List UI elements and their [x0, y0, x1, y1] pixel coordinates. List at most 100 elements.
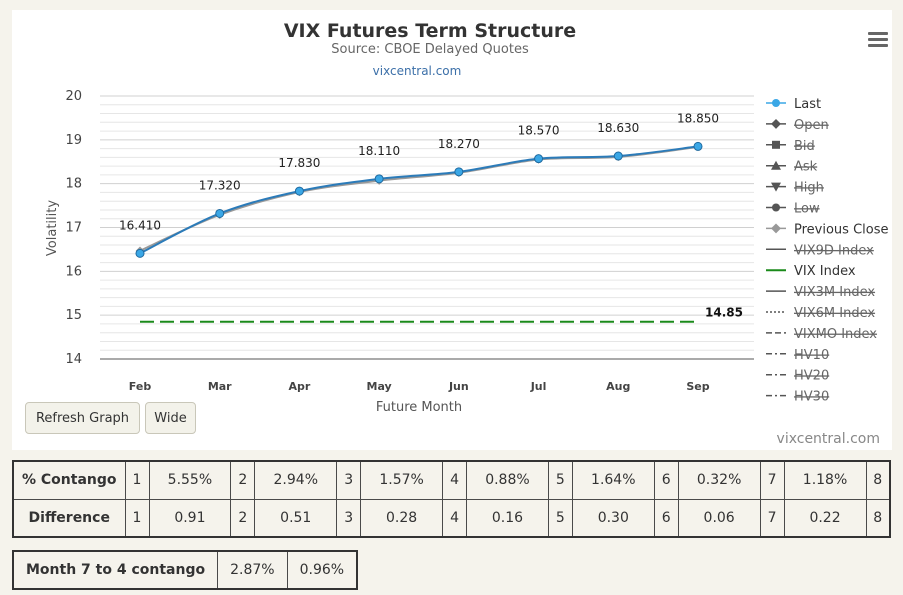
difference-value: 0.91: [148, 498, 232, 538]
contango-value: 5.55%: [148, 460, 232, 500]
month-index: 7: [759, 460, 785, 500]
legend-label: HV30: [794, 390, 829, 405]
legend-item-low[interactable]: Low: [766, 202, 820, 217]
legend-item-open[interactable]: Open: [766, 118, 829, 133]
month-7-to-4-label: Month 7 to 4 contango: [12, 550, 219, 590]
month-index: 8: [865, 498, 891, 538]
contango-value: 0.88%: [466, 460, 549, 500]
month-index: 7: [759, 498, 785, 538]
x-tick-label: Aug: [606, 380, 630, 393]
last-price-point: [693, 141, 703, 151]
last-price-point: [294, 186, 304, 196]
legend-item-vix9d-index[interactable]: VIX9D Index: [766, 243, 874, 258]
difference-row: Difference 1 0.91 2 0.51 3 0.28 4 0.16 5 0.30 6 0.06…: [12, 498, 891, 538]
chart-subtitle: Source: CBOE Delayed Quotes: [331, 42, 529, 57]
difference-value: 0.06: [677, 498, 761, 538]
month-index: 4: [442, 460, 468, 500]
last-price-point: [613, 151, 623, 161]
y-tick-label: 16: [65, 264, 82, 279]
y-tick-label: 15: [65, 308, 82, 323]
difference-value: 0.30: [571, 498, 655, 538]
legend-label: High: [794, 181, 824, 196]
wide-button[interactable]: Wide: [145, 402, 196, 434]
month-7-to-4-value-1: 2.87%: [217, 550, 288, 590]
legend-label: VIX9D Index: [794, 243, 874, 258]
month-7-to-4-row: Month 7 to 4 contango 2.87% 0.96%: [12, 550, 358, 590]
legend-label: HV10: [794, 348, 829, 363]
legend-item-last[interactable]: Last: [766, 97, 821, 112]
y-tick-label: 19: [65, 133, 82, 148]
difference-value: 0.22: [783, 498, 867, 538]
legend-label: VIX3M Index: [794, 285, 875, 300]
data-label: 18.110: [358, 144, 400, 158]
legend-item-vix6m-index[interactable]: VIX6M Index: [766, 306, 875, 321]
legend-label: Open: [794, 118, 829, 133]
month-index: 3: [336, 498, 362, 538]
previous-close-line: [139, 145, 699, 252]
legend-item-bid[interactable]: Bid: [766, 139, 815, 154]
month-index: 3: [336, 460, 362, 500]
legend-item-vixmo-index[interactable]: VIXMO Index: [766, 327, 877, 342]
last-price-line: [139, 145, 699, 255]
difference-value: 0.28: [360, 498, 444, 538]
last-price-point: [534, 154, 544, 164]
chart-panel: VIX Futures Term Structure Source: CBOE D…: [12, 10, 892, 450]
month-index: 5: [547, 498, 573, 538]
contango-value: 1.64%: [571, 460, 655, 500]
y-tick-label: 17: [65, 221, 82, 236]
legend-diamond-marker: [771, 118, 781, 129]
month-index: 6: [653, 460, 679, 500]
month-index: 6: [653, 498, 679, 538]
legend-item-vix-index[interactable]: VIX Index: [766, 264, 856, 279]
contango-table: % Contango 1 5.55% 2 2.94% 3 1.57% 4 0.88% 5 1.64%…: [12, 460, 891, 538]
credits-link[interactable]: vixcentral.com: [777, 431, 880, 447]
legend-label: VIX6M Index: [794, 306, 875, 321]
legend-label: Low: [794, 202, 820, 217]
legend-label: VIXMO Index: [794, 327, 877, 342]
legend-item-ask[interactable]: Ask: [766, 160, 818, 175]
last-price-point: [135, 248, 145, 258]
data-label: 18.570: [518, 124, 560, 138]
legend-label: HV20: [794, 369, 829, 384]
legend-label: Ask: [794, 160, 818, 175]
x-tick-label: Jul: [530, 380, 547, 393]
legend-circle-marker: [772, 99, 780, 107]
month-index: 1: [124, 460, 150, 500]
menu-icon[interactable]: [868, 32, 888, 48]
legend-label: VIX Index: [794, 264, 856, 279]
difference-value: 0.51: [254, 498, 338, 538]
x-tick-label: Mar: [208, 380, 232, 393]
last-price-point: [374, 174, 384, 184]
legend-triangle-marker: [771, 160, 781, 170]
legend-item-hv20[interactable]: HV20: [766, 369, 829, 384]
legend-item-hv30[interactable]: HV30: [766, 390, 829, 405]
x-tick-label: Feb: [129, 380, 152, 393]
vix-index-label: 14.85: [705, 306, 743, 320]
y-tick-label: 20: [65, 89, 82, 104]
grid-lines: [100, 95, 754, 360]
data-label: 18.630: [597, 121, 639, 135]
month-index: 2: [230, 498, 256, 538]
legend-label: Previous Close: [794, 222, 889, 237]
data-label: 16.410: [119, 218, 161, 232]
contango-value: 0.32%: [677, 460, 761, 500]
difference-label: Difference: [12, 498, 126, 538]
legend-circle-marker: [772, 203, 780, 212]
legend-item-vix3m-index[interactable]: VIX3M Index: [766, 285, 875, 300]
data-label: 17.830: [278, 156, 320, 170]
difference-value: 0.16: [466, 498, 549, 538]
x-tick-label: May: [367, 380, 392, 393]
contango-label: % Contango: [12, 460, 126, 500]
last-price-point: [454, 167, 464, 177]
legend-triangle-down-marker: [771, 182, 781, 192]
x-tick-label: Sep: [686, 380, 709, 393]
vixcentral-link[interactable]: vixcentral.com: [373, 64, 462, 78]
refresh-graph-button[interactable]: Refresh Graph: [25, 402, 140, 434]
x-tick-label: Apr: [289, 380, 311, 393]
data-label: 17.320: [199, 178, 241, 192]
legend-item-previous-close[interactable]: Previous Close: [766, 222, 889, 237]
legend-item-hv10[interactable]: HV10: [766, 348, 829, 363]
x-tick-label: Jun: [448, 380, 469, 393]
legend-item-high[interactable]: High: [766, 181, 824, 196]
